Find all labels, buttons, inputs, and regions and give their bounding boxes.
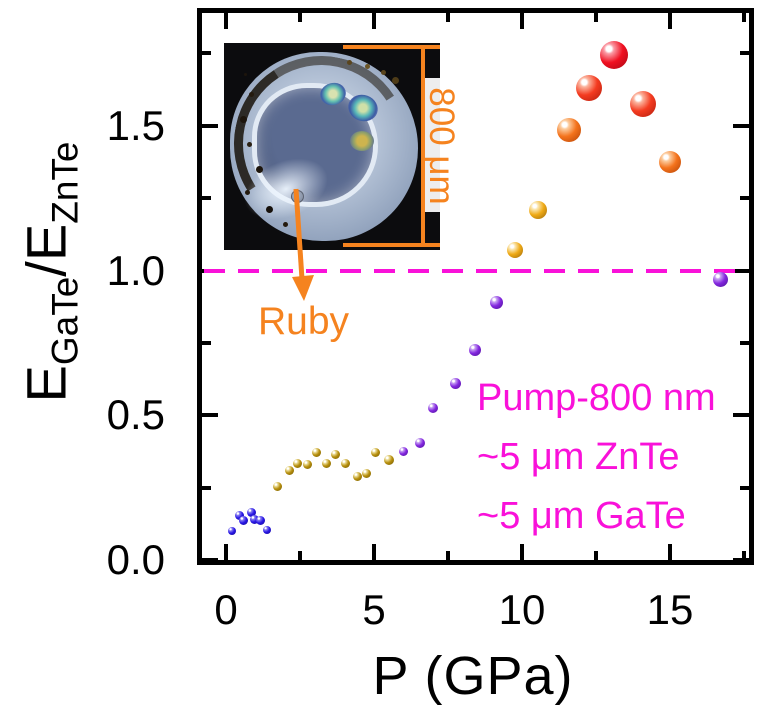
x-tick-label: 0 <box>214 586 238 633</box>
y-title-e2: E <box>14 223 78 262</box>
x-tick-mark <box>224 13 228 29</box>
x-axis-title: P (GPa) <box>372 646 574 706</box>
y-tick-mark <box>202 196 211 201</box>
interference-blob-yellow <box>350 131 374 151</box>
y-title-sub-gate: GaTe <box>44 276 86 366</box>
y-tick-mark <box>202 268 218 273</box>
y-axis-title: EGaTe/EZnTe <box>14 142 86 403</box>
annotation-pump: Pump-800 nm <box>477 377 716 419</box>
y-tick-mark <box>202 123 218 128</box>
x-tick-mark <box>446 551 450 560</box>
x-tick-mark <box>594 551 598 560</box>
annotation-block: Pump-800 nm ~5 μm ZnTe ~5 μm GaTe <box>477 369 716 546</box>
x-tick-mark <box>668 13 672 29</box>
y-tick-mark <box>202 413 218 418</box>
y-tick-mark <box>740 340 749 345</box>
x-tick-mark <box>520 544 524 560</box>
x-tick-mark <box>594 13 598 22</box>
y-tick-label: 0.0 <box>106 536 165 583</box>
x-tick-mark <box>446 13 450 22</box>
x-tick-mark <box>742 551 746 560</box>
x-tick-mark <box>372 13 376 29</box>
y-tick-mark <box>202 340 211 345</box>
x-tick-mark <box>668 544 672 560</box>
ruby-arrow-line <box>293 188 305 280</box>
ruby-label: Ruby <box>258 300 350 343</box>
scale-label-backdrop <box>424 78 441 212</box>
y-tick-mark <box>740 196 749 201</box>
y-tick-mark <box>740 51 749 56</box>
y-tick-label: 1.0 <box>106 246 165 294</box>
ruby-arrowhead-icon <box>292 275 314 301</box>
y-tick-label: 1.5 <box>106 101 165 149</box>
y-tick-mark <box>733 123 749 128</box>
y-title-e1: E <box>14 365 78 403</box>
y-tick-mark <box>202 485 211 490</box>
x-tick-mark <box>298 551 302 560</box>
y-tick-mark <box>733 558 749 562</box>
y-title-sub-znte: ZnTe <box>44 141 86 224</box>
scale-bracket-bottom-cap <box>343 243 440 247</box>
y-tick-mark <box>202 51 211 56</box>
x-tick-mark <box>372 544 376 560</box>
annotation-gate: ~5 μm GaTe <box>477 495 686 537</box>
x-tick-label: 10 <box>498 586 546 633</box>
y-tick-mark <box>733 268 749 273</box>
x-tick-mark <box>742 13 746 22</box>
x-tick-label: 15 <box>646 586 694 633</box>
x-tick-mark <box>520 13 524 29</box>
annotation-znte: ~5 μm ZnTe <box>477 436 680 478</box>
scale-bracket-vertical <box>421 46 425 247</box>
inset-photo <box>217 39 441 250</box>
x-tick-mark <box>298 13 302 22</box>
y-tick-mark <box>733 413 749 418</box>
y-tick-mark <box>202 558 218 562</box>
gasket-speckles <box>244 73 247 76</box>
y-tick-mark <box>740 485 749 490</box>
scale-bracket-top-cap <box>343 45 440 49</box>
y-title-slash: / <box>14 261 78 277</box>
x-tick-mark <box>224 544 228 560</box>
scale-label: 800 μm <box>422 87 461 205</box>
y-tick-label: 0.5 <box>106 391 165 439</box>
ruby-arrow <box>292 188 314 301</box>
x-tick-label: 5 <box>362 586 386 633</box>
